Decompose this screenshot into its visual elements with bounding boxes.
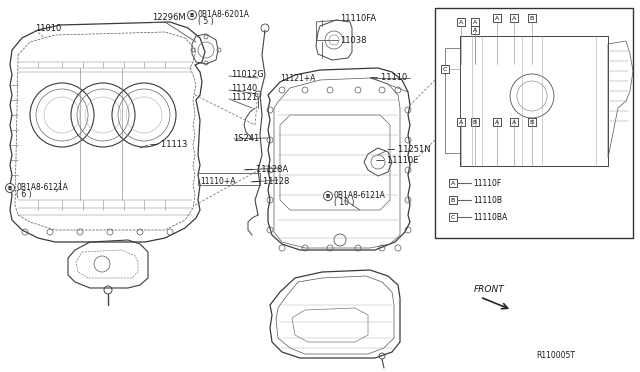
Text: ( 6 ): ( 6 ) (16, 189, 31, 199)
Text: 12296M: 12296M (152, 13, 186, 22)
Text: 11121+A: 11121+A (280, 74, 316, 83)
Bar (471, 18, 479, 26)
Text: 11110B: 11110B (473, 196, 502, 205)
Text: 11121: 11121 (231, 93, 257, 102)
Text: 1S241: 1S241 (233, 134, 259, 142)
Circle shape (188, 10, 196, 19)
Text: 0B1A8-6201A: 0B1A8-6201A (198, 10, 250, 19)
Bar (435, 8, 633, 238)
Bar (510, 14, 518, 22)
Bar (493, 118, 501, 126)
Text: — 11251N: — 11251N (387, 144, 431, 154)
Text: A: A (473, 28, 477, 32)
Text: A: A (495, 16, 499, 20)
Text: — 11128: — 11128 (252, 176, 289, 186)
Circle shape (323, 192, 333, 201)
Text: 11110FA: 11110FA (340, 13, 376, 22)
Text: ( 10 ): ( 10 ) (334, 198, 355, 206)
Text: 11110+A: 11110+A (200, 176, 236, 186)
Text: A: A (512, 16, 516, 20)
Text: R110005T: R110005T (536, 350, 575, 359)
Bar (441, 65, 449, 73)
Text: A: A (512, 119, 516, 125)
Text: 0B1A8-6121A: 0B1A8-6121A (16, 183, 68, 192)
Text: A: A (459, 19, 463, 25)
Text: B: B (190, 13, 194, 17)
Text: 11038: 11038 (340, 35, 367, 45)
Bar (457, 118, 465, 126)
Text: 11012G: 11012G (231, 70, 264, 78)
Text: A: A (473, 19, 477, 25)
Text: A: A (451, 180, 455, 186)
Bar (445, 48, 460, 153)
Text: B: B (451, 198, 455, 202)
Bar (457, 18, 465, 26)
Text: 11110F: 11110F (473, 179, 501, 187)
Bar (198, 173, 260, 185)
Text: ( 5 ): ( 5 ) (198, 16, 214, 26)
Text: — 11110: — 11110 (370, 73, 407, 81)
Bar (449, 213, 457, 221)
Text: C: C (451, 215, 455, 219)
Text: FRONT: FRONT (474, 285, 505, 294)
Text: C: C (443, 67, 447, 71)
Text: — 11110E: — 11110E (376, 155, 419, 164)
Bar (471, 26, 479, 34)
Circle shape (6, 183, 15, 192)
Text: B: B (8, 186, 12, 190)
Text: 11140: 11140 (231, 83, 257, 93)
Text: — 11128A: — 11128A (245, 164, 288, 173)
Bar (471, 118, 479, 126)
Text: 11110BA: 11110BA (473, 212, 508, 221)
Bar (449, 196, 457, 204)
Text: 0B1A8-6121A: 0B1A8-6121A (334, 190, 386, 199)
Text: B: B (473, 119, 477, 125)
Bar (493, 14, 501, 22)
Bar (528, 118, 536, 126)
Text: B: B (530, 16, 534, 20)
Bar (528, 14, 536, 22)
Text: A: A (459, 119, 463, 125)
Bar (449, 179, 457, 187)
Text: 11010: 11010 (35, 23, 61, 32)
Text: B: B (530, 119, 534, 125)
Text: A: A (495, 119, 499, 125)
Text: — 11113: — 11113 (150, 140, 188, 148)
Bar (460, 36, 608, 166)
Bar (510, 118, 518, 126)
Text: B: B (326, 193, 330, 199)
